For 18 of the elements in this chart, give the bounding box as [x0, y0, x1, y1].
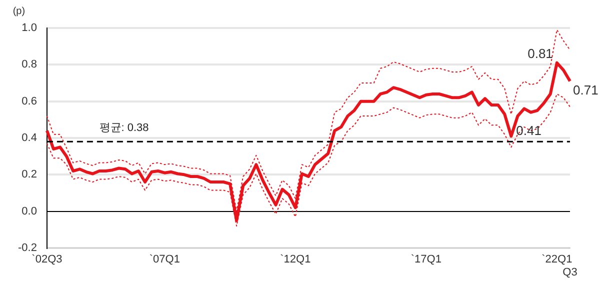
x-tick-label: Q3: [562, 266, 578, 279]
y-tick-label: 0.0: [22, 205, 37, 218]
x-tick-label: `12Q1: [280, 254, 311, 266]
y-tick-label: 0.6: [22, 95, 37, 108]
data-label: 0.71: [573, 82, 598, 98]
y-tick-label: 0.4: [22, 132, 37, 144]
data-label: 0.81: [528, 46, 553, 61]
ref-line-label: 평균: 0.38: [99, 122, 149, 134]
x-tick-label: `07Q1: [149, 254, 180, 266]
y-tick-label: 1.0: [22, 22, 37, 34]
x-tick-label: `17Q1: [410, 254, 442, 266]
x-tick-label: `02Q3: [32, 254, 62, 266]
y-tick-label: 0.2: [22, 168, 37, 181]
y-axis-title: (p): [12, 6, 26, 17]
y-tick-label: 0.8: [22, 58, 37, 71]
data-label: 0.41: [516, 123, 542, 138]
x-tick-label: `22Q1: [542, 254, 572, 266]
y-tick-label: -0.2: [18, 242, 37, 254]
